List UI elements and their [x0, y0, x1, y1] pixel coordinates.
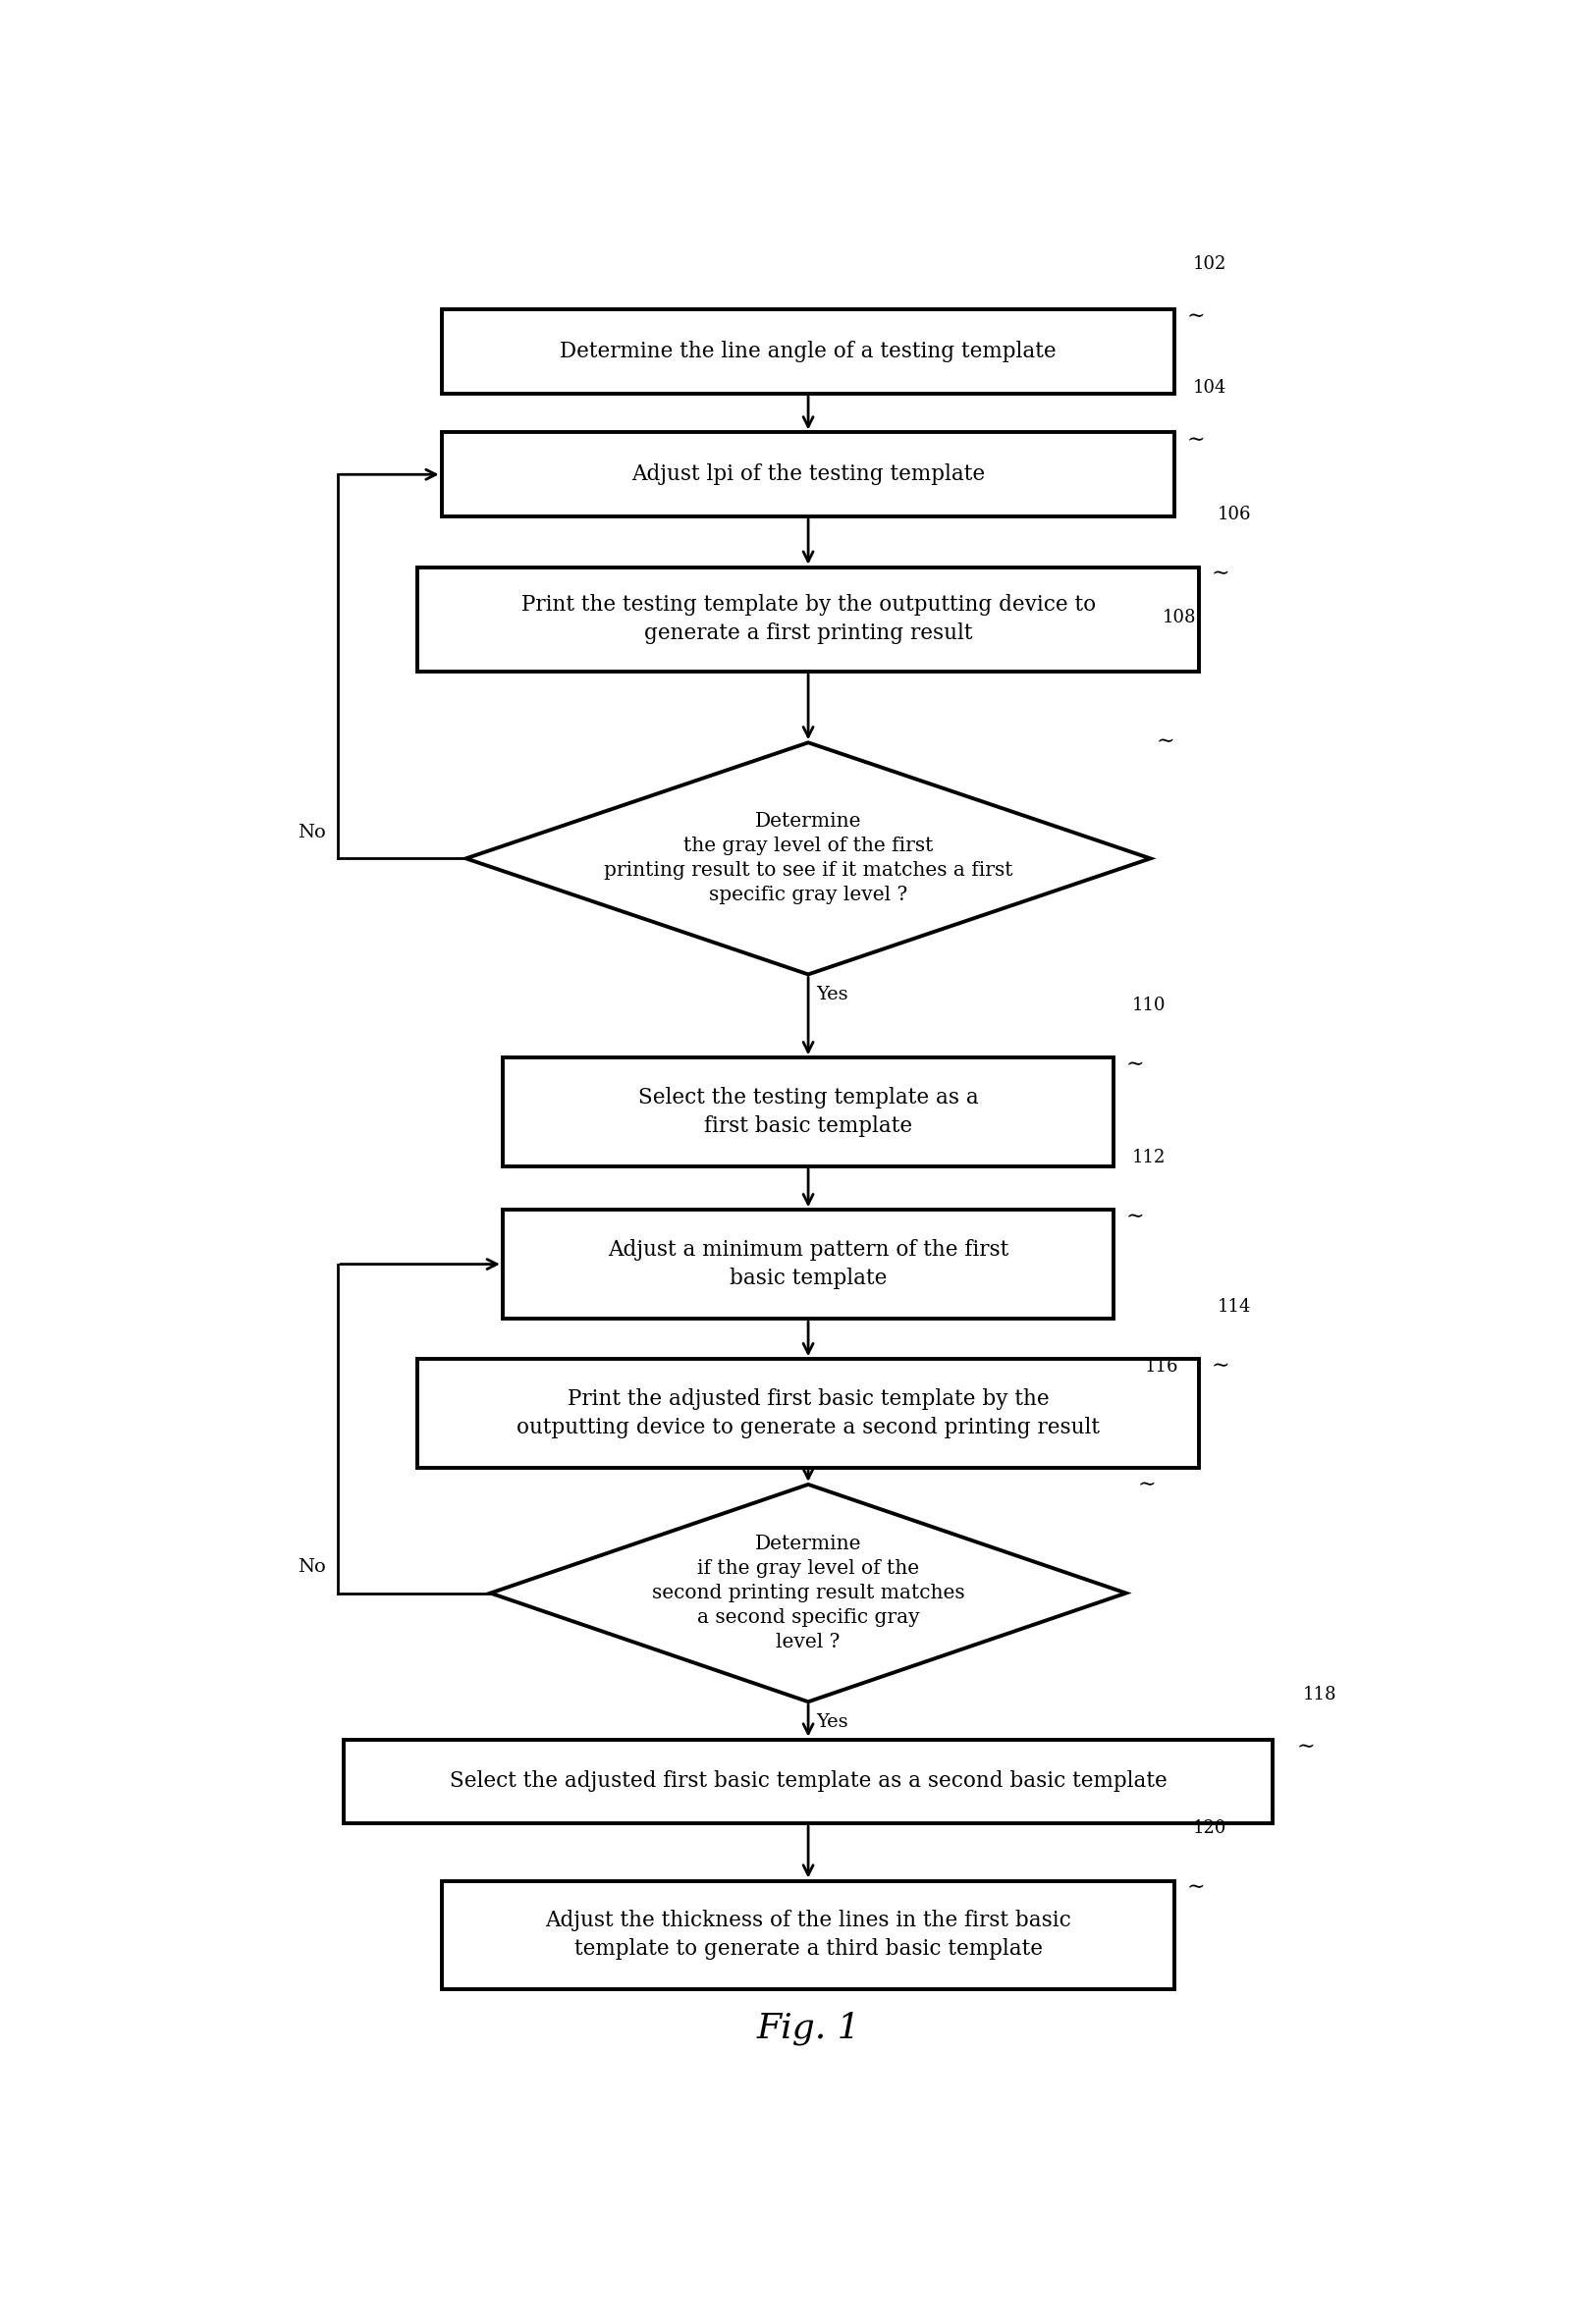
Text: ∼: ∼ — [1297, 1736, 1314, 1757]
Text: Determine
the gray level of the first
printing result to see if it matches a fir: Determine the gray level of the first pr… — [604, 813, 1012, 904]
Text: 118: 118 — [1302, 1685, 1336, 1703]
Text: Print the adjusted first basic template by the
outputting device to generate a s: Print the adjusted first basic template … — [517, 1387, 1098, 1439]
Text: 114: 114 — [1217, 1297, 1251, 1315]
Text: ∼: ∼ — [1125, 1206, 1144, 1227]
Text: ∼: ∼ — [1125, 1053, 1144, 1076]
Text: 102: 102 — [1193, 256, 1226, 274]
Text: No: No — [296, 1557, 325, 1576]
Polygon shape — [466, 744, 1149, 974]
Text: 112: 112 — [1132, 1148, 1165, 1167]
Text: 106: 106 — [1217, 507, 1251, 523]
Text: ∼: ∼ — [1210, 562, 1229, 583]
Text: Print the testing template by the outputting device to
generate a first printing: Print the testing template by the output… — [520, 595, 1095, 644]
FancyBboxPatch shape — [441, 432, 1174, 516]
FancyBboxPatch shape — [441, 1880, 1174, 1989]
FancyBboxPatch shape — [441, 309, 1174, 393]
Text: Select the adjusted first basic template as a second basic template: Select the adjusted first basic template… — [449, 1771, 1166, 1792]
Text: Yes: Yes — [816, 985, 848, 1004]
Text: ∼: ∼ — [1138, 1473, 1155, 1494]
Text: Adjust the thickness of the lines in the first basic
template to generate a thir: Adjust the thickness of the lines in the… — [545, 1910, 1070, 1959]
Polygon shape — [490, 1485, 1125, 1701]
Text: Adjust lpi of the testing template: Adjust lpi of the testing template — [630, 465, 985, 486]
Text: ∼: ∼ — [1155, 732, 1174, 753]
Text: Determine
if the gray level of the
second printing result matches
a second speci: Determine if the gray level of the secon… — [651, 1534, 965, 1652]
Text: Determine the line angle of a testing template: Determine the line angle of a testing te… — [559, 342, 1056, 363]
FancyBboxPatch shape — [503, 1057, 1113, 1167]
Text: 116: 116 — [1144, 1357, 1177, 1376]
Text: Adjust a minimum pattern of the first
basic template: Adjust a minimum pattern of the first ba… — [607, 1239, 1009, 1290]
Text: Yes: Yes — [816, 1713, 848, 1731]
Text: ∼: ∼ — [1187, 430, 1204, 451]
Text: 108: 108 — [1162, 609, 1196, 627]
Text: 120: 120 — [1193, 1820, 1226, 1838]
FancyBboxPatch shape — [503, 1211, 1113, 1318]
FancyBboxPatch shape — [344, 1738, 1272, 1824]
Text: 104: 104 — [1193, 379, 1226, 397]
Text: Fig. 1: Fig. 1 — [756, 2010, 859, 2045]
FancyBboxPatch shape — [416, 1360, 1199, 1469]
Text: ∼: ∼ — [1187, 307, 1204, 328]
Text: ∼: ∼ — [1187, 1875, 1204, 1899]
Text: ∼: ∼ — [1210, 1355, 1229, 1376]
Text: 110: 110 — [1132, 997, 1165, 1013]
Text: Select the testing template as a
first basic template: Select the testing template as a first b… — [638, 1088, 977, 1136]
FancyBboxPatch shape — [416, 567, 1199, 672]
Text: No: No — [296, 823, 325, 841]
